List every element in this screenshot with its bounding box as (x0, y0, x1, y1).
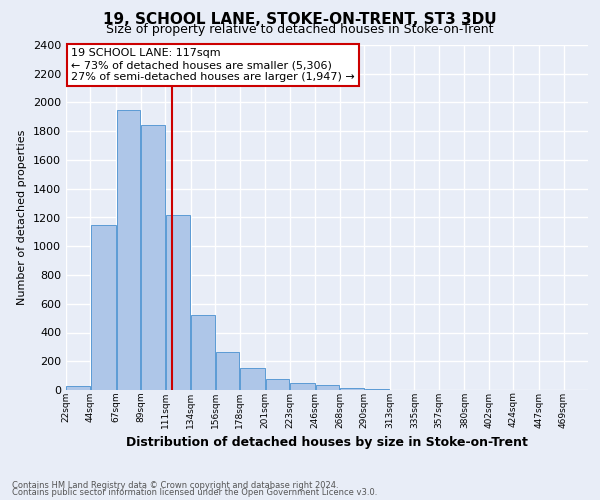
Bar (240, 368, 265, 390)
Bar (116, 110, 140, 390)
Bar (166, 214, 190, 390)
Bar (215, 352, 239, 390)
Bar (91, 224, 116, 390)
Text: Contains HM Land Registry data © Crown copyright and database right 2024.: Contains HM Land Registry data © Crown c… (12, 480, 338, 490)
Bar (290, 383, 315, 390)
Bar (316, 385, 340, 390)
Text: Contains public sector information licensed under the Open Government Licence v3: Contains public sector information licen… (12, 488, 377, 497)
Bar (191, 316, 215, 390)
Bar (141, 126, 164, 390)
Text: 19 SCHOOL LANE: 117sqm
← 73% of detached houses are smaller (5,306)
27% of semi-: 19 SCHOOL LANE: 117sqm ← 73% of detached… (71, 48, 355, 82)
X-axis label: Distribution of detached houses by size in Stoke-on-Trent: Distribution of detached houses by size … (126, 436, 528, 449)
Text: 19, SCHOOL LANE, STOKE-ON-TRENT, ST3 3DU: 19, SCHOOL LANE, STOKE-ON-TRENT, ST3 3DU (103, 12, 497, 28)
Y-axis label: Number of detached properties: Number of detached properties (17, 130, 28, 305)
Text: Size of property relative to detached houses in Stoke-on-Trent: Size of property relative to detached ho… (106, 22, 494, 36)
Bar (340, 388, 364, 390)
Bar (266, 378, 289, 390)
Bar (67, 386, 90, 390)
